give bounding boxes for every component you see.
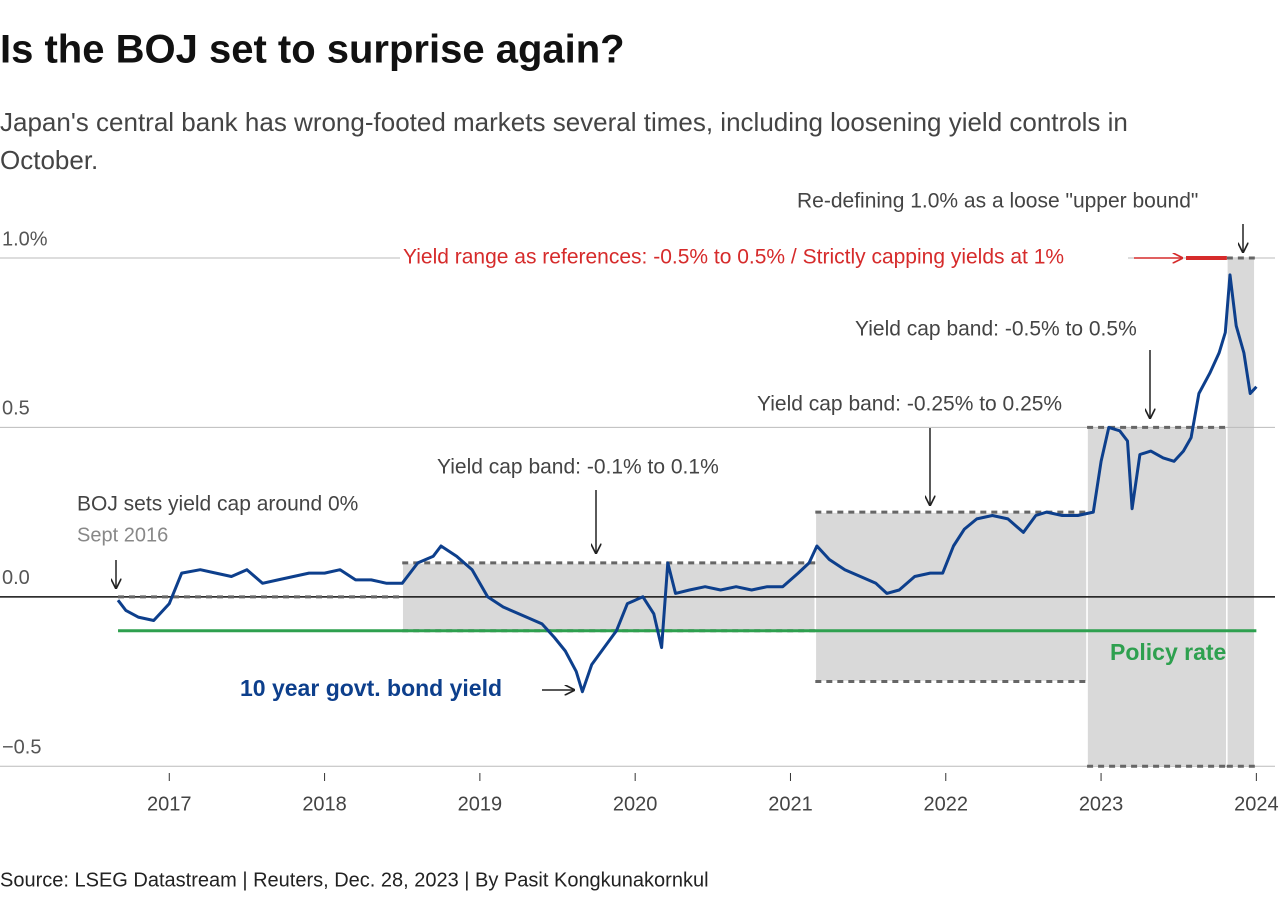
- annotation: Re-defining 1.0% as a loose "upper bound…: [797, 190, 1198, 213]
- annotation-bg: [400, 245, 1128, 271]
- y-tick-label: 0.5: [2, 398, 30, 420]
- subtitle-line: October.: [0, 145, 98, 175]
- x-tick-label: 2021: [768, 793, 813, 815]
- subtitle: Japan's central bank has wrong-footed ma…: [0, 107, 1128, 175]
- subtitle-line: Japan's central bank has wrong-footed ma…: [0, 107, 1128, 137]
- annotation: Yield cap band: -0.25% to 0.25%: [757, 393, 1062, 416]
- source: Source: LSEG Datastream | Reuters, Dec. …: [0, 869, 709, 891]
- x-tick-label: 2020: [613, 793, 658, 815]
- series-label: 10 year govt. bond yield: [240, 675, 502, 701]
- x-tick-label: 2017: [147, 793, 192, 815]
- x-tick-label: 2022: [924, 793, 969, 815]
- y-tick-label: 1.0%: [2, 228, 48, 250]
- y-tick-label: 0.0: [2, 567, 30, 589]
- annotation: Yield cap band: -0.1% to 0.1%: [437, 456, 719, 479]
- yield-band: [1226, 257, 1256, 767]
- x-tick-label: 2023: [1079, 793, 1124, 815]
- annotation: BOJ sets yield cap around 0%: [77, 493, 358, 516]
- y-tick-label: −0.5: [2, 737, 41, 759]
- x-tick-label: 2018: [302, 793, 347, 815]
- chart-title: Is the BOJ set to surprise again?: [0, 28, 625, 72]
- annotation: Yield cap band: -0.5% to 0.5%: [855, 318, 1137, 341]
- annotation: Yield range as references: -0.5% to 0.5%…: [403, 246, 1064, 269]
- x-tick-label: 2019: [458, 793, 503, 815]
- policy-rate-label: Policy rate: [1110, 639, 1226, 665]
- yield-line: [116, 273, 1258, 694]
- x-tick-label: 2024: [1234, 793, 1279, 815]
- annotation-sub: Sept 2016: [77, 524, 168, 546]
